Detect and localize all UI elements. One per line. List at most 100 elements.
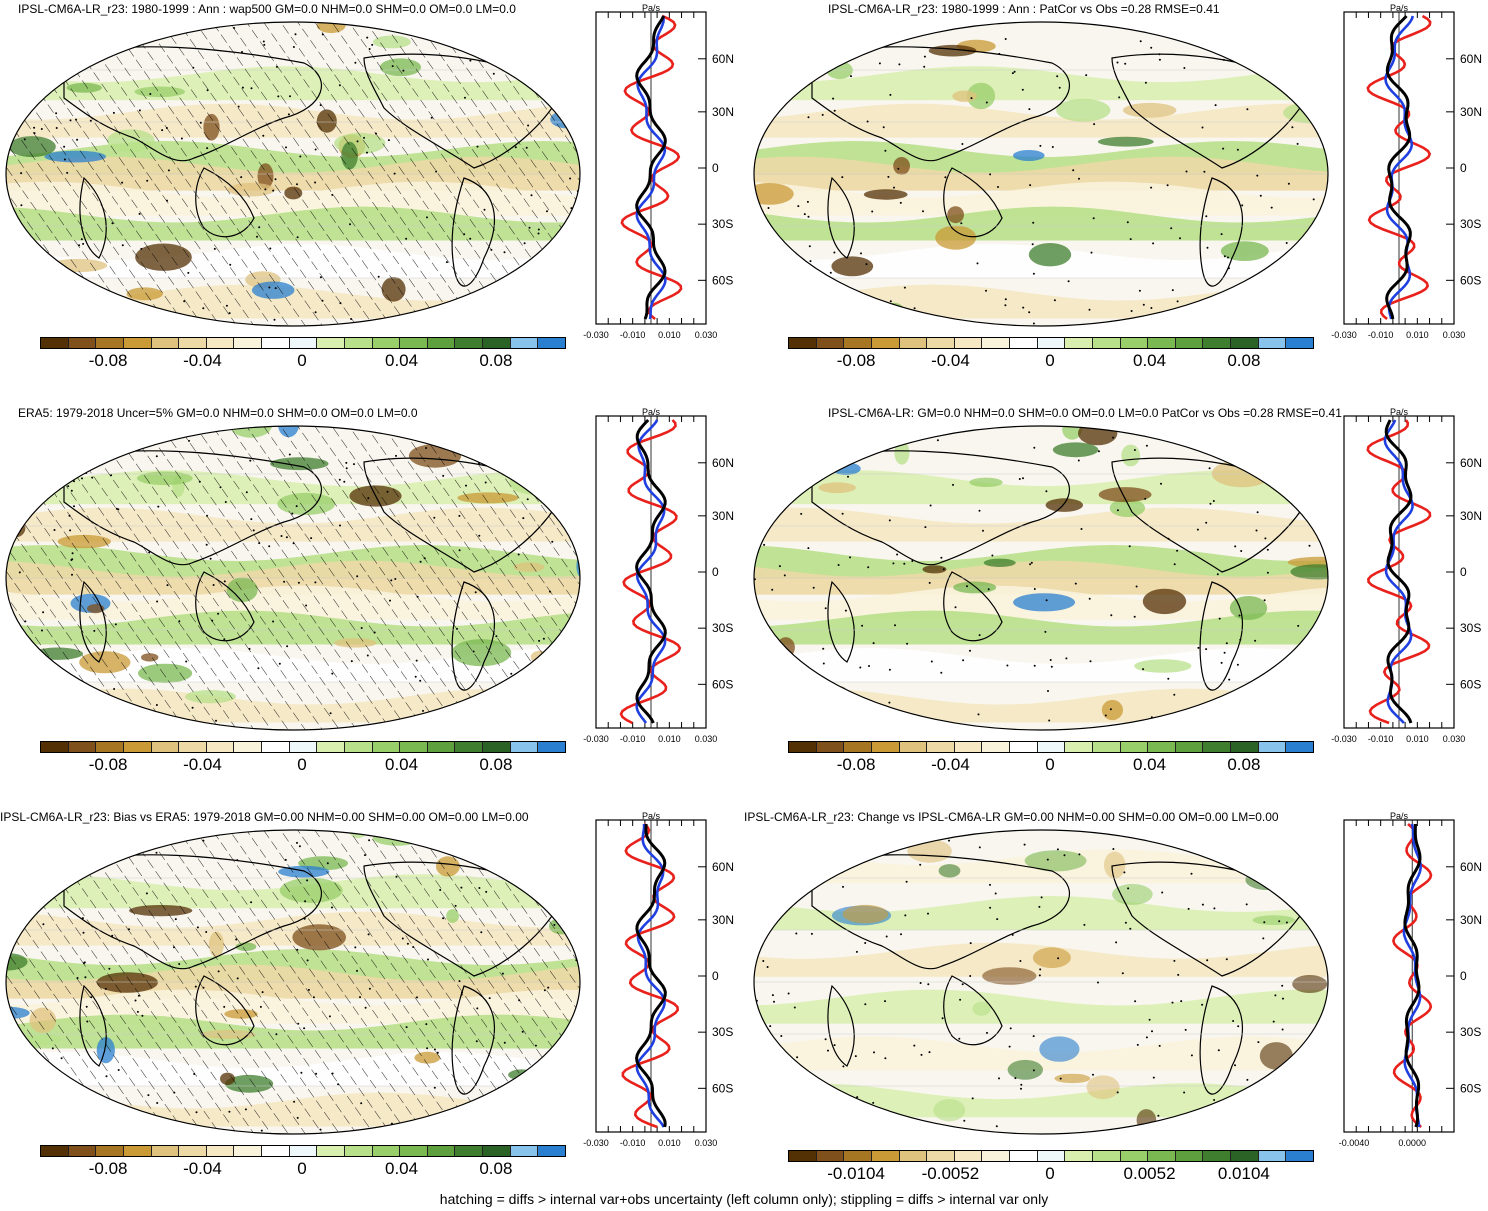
colorbar-swatch bbox=[1010, 338, 1038, 348]
profile-x-label: 0.030 bbox=[695, 1138, 718, 1148]
colorbar-swatch bbox=[41, 1146, 69, 1156]
profile-unit: Pa/s bbox=[1390, 407, 1409, 417]
colorbar-swatch bbox=[179, 742, 207, 752]
profile-lat-label: 0 bbox=[1460, 969, 1467, 983]
colorbar-swatch bbox=[151, 338, 180, 348]
colorbar-swatch bbox=[927, 338, 955, 348]
colorbar-swatch bbox=[1286, 338, 1313, 348]
colorbar-swatch bbox=[899, 338, 928, 348]
colorbar-swatch bbox=[1203, 338, 1231, 348]
profile-lat-label: 60N bbox=[712, 456, 734, 470]
colorbar-swatch bbox=[927, 742, 955, 752]
profile-x-label: 0.010 bbox=[1406, 330, 1429, 340]
profile-x-label: -0.030 bbox=[1331, 734, 1357, 744]
colorbar-swatch bbox=[289, 1146, 318, 1156]
colorbar-label: 0 bbox=[297, 755, 307, 774]
colorbar-swatch bbox=[96, 742, 124, 752]
panel-title: IPSL-CM6A-LR_r23: Change vs IPSL-CM6A-LR… bbox=[744, 810, 1279, 824]
profile-lat-label: 30S bbox=[1460, 1025, 1481, 1039]
profile-lat-label: 60N bbox=[1460, 860, 1482, 874]
colorbar-swatch bbox=[427, 1146, 456, 1156]
map-p1 bbox=[5, 21, 581, 327]
colorbar-swatch bbox=[1092, 1151, 1121, 1161]
colorbar-swatch bbox=[1010, 742, 1038, 752]
profile-series-red bbox=[1366, 14, 1432, 321]
colorbar-swatch bbox=[483, 1146, 511, 1156]
colorbar-swatch bbox=[344, 338, 373, 348]
profile-lat-label: 30S bbox=[712, 621, 733, 635]
zonal-profile-p4: Pa/s 60N 30N 0 30S 60S -0.030 -0.010 0.010 0.030 bbox=[1331, 407, 1482, 744]
colorbar-label: -0.08 bbox=[836, 755, 876, 774]
colorbar-swatch bbox=[1203, 1151, 1231, 1161]
colorbar-swatch bbox=[455, 338, 483, 348]
colorbar-swatch bbox=[954, 1151, 983, 1161]
colorbar-swatch bbox=[234, 1146, 262, 1156]
colorbar-label: 0.04 bbox=[385, 1159, 419, 1178]
profile-lat-label: 30N bbox=[712, 509, 734, 523]
zonal-profile-p3: Pa/s 60N 30N 0 30S 60S -0.030 -0.010 0.010 0.030 bbox=[583, 407, 734, 744]
colorbar-swatch bbox=[1092, 742, 1121, 752]
colorbar-swatch bbox=[1258, 742, 1287, 752]
colorbar-swatch bbox=[1037, 742, 1066, 752]
colorbar-label: -0.08 bbox=[88, 755, 128, 774]
colorbar-swatch bbox=[982, 742, 1010, 752]
colorbar-p6 bbox=[788, 1150, 1314, 1162]
colorbar-swatch bbox=[1231, 1151, 1259, 1161]
colorbar-swatch bbox=[899, 742, 928, 752]
map-p6 bbox=[753, 829, 1329, 1135]
colorbar-swatch bbox=[538, 1146, 565, 1156]
profile-x-label: 0.030 bbox=[695, 330, 718, 340]
colorbar-swatch bbox=[1258, 338, 1287, 348]
colorbar-swatch bbox=[262, 1146, 290, 1156]
colorbar-label: -0.04 bbox=[931, 755, 970, 774]
colorbar-swatch bbox=[1258, 1151, 1287, 1161]
colorbar-label: 0.08 bbox=[479, 351, 513, 370]
colorbar-label: -0.0104 bbox=[827, 1164, 885, 1183]
colorbar-swatch bbox=[483, 338, 511, 348]
colorbar-swatch bbox=[1065, 742, 1093, 752]
profile-x-label: 0.010 bbox=[658, 734, 681, 744]
map-p5 bbox=[5, 829, 581, 1135]
profile-lat-label: 30N bbox=[1460, 509, 1482, 523]
profile-series-red bbox=[1392, 823, 1433, 1129]
colorbar-swatch bbox=[1037, 1151, 1066, 1161]
profile-lat-label: 60N bbox=[712, 52, 734, 66]
colorbar-swatch bbox=[1120, 1151, 1149, 1161]
profile-unit: Pa/s bbox=[642, 407, 661, 417]
profile-series-blue bbox=[1402, 823, 1423, 1128]
colorbar-swatch bbox=[234, 742, 262, 752]
profile-lat-label: 60S bbox=[1460, 1081, 1481, 1095]
profile-lat-label: 60S bbox=[712, 677, 733, 691]
profile-x-label: 0.030 bbox=[695, 734, 718, 744]
colorbar-swatch bbox=[372, 742, 401, 752]
colorbar-label: 0.04 bbox=[385, 351, 419, 370]
profile-x-label: -0.010 bbox=[1368, 734, 1394, 744]
colorbar-label: 0.08 bbox=[479, 755, 513, 774]
profile-lat-label: 30S bbox=[1460, 621, 1481, 635]
zonal-profile-p2: Pa/s 60N 30N 0 30S 60S -0.030 -0.010 0.010 0.030 bbox=[1331, 3, 1482, 340]
colorbar-swatch bbox=[179, 338, 207, 348]
colorbar-swatch bbox=[844, 1151, 872, 1161]
colorbar-label: 0.04 bbox=[385, 755, 419, 774]
colorbar-swatch bbox=[317, 338, 345, 348]
colorbar-label: -0.08 bbox=[88, 351, 128, 370]
map-p4 bbox=[753, 425, 1329, 731]
colorbar-swatch bbox=[206, 338, 235, 348]
colorbar-swatch bbox=[1120, 338, 1149, 348]
panel-title: IPSL-CM6A-LR_r23: Bias vs ERA5: 1979-201… bbox=[0, 810, 529, 824]
colorbar-swatch bbox=[1148, 1151, 1176, 1161]
profile-unit: Pa/s bbox=[1390, 811, 1409, 821]
panel-title: ERA5: 1979-2018 Uncer=5% GM=0.0 NHM=0.0 … bbox=[18, 406, 418, 420]
colorbar-swatch bbox=[789, 338, 817, 348]
colorbar-swatch bbox=[68, 742, 97, 752]
colorbar-swatch bbox=[344, 742, 373, 752]
colorbar-swatch bbox=[871, 1151, 900, 1161]
colorbar-swatch bbox=[1065, 338, 1093, 348]
profile-series-blue bbox=[635, 15, 667, 320]
colorbar-label: -0.04 bbox=[183, 351, 222, 370]
colorbar-swatch bbox=[455, 1146, 483, 1156]
colorbar-p3 bbox=[40, 741, 566, 753]
colorbar-swatch bbox=[262, 742, 290, 752]
profile-series-black bbox=[635, 15, 667, 320]
colorbar-swatch bbox=[68, 1146, 97, 1156]
